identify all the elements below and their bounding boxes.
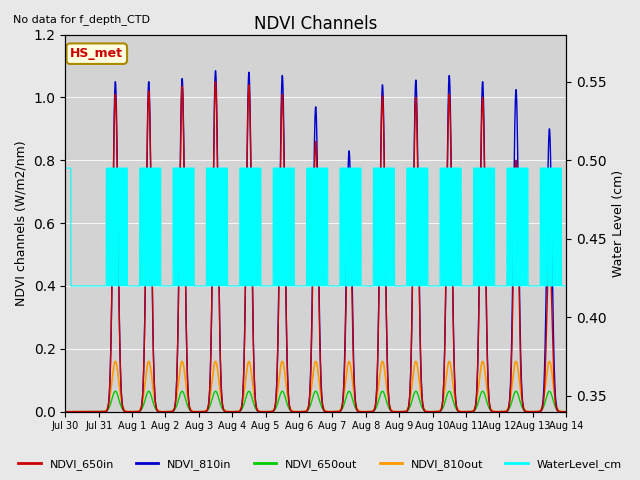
Y-axis label: Water Level (cm): Water Level (cm): [612, 169, 625, 276]
Text: HS_met: HS_met: [70, 47, 124, 60]
Y-axis label: NDVI channels (W/m2/nm): NDVI channels (W/m2/nm): [15, 140, 28, 306]
Legend: NDVI_650in, NDVI_810in, NDVI_650out, NDVI_810out, WaterLevel_cm: NDVI_650in, NDVI_810in, NDVI_650out, NDV…: [14, 455, 626, 474]
Text: No data for f_depth_CTD: No data for f_depth_CTD: [13, 14, 150, 25]
Title: NDVI Channels: NDVI Channels: [254, 15, 378, 33]
